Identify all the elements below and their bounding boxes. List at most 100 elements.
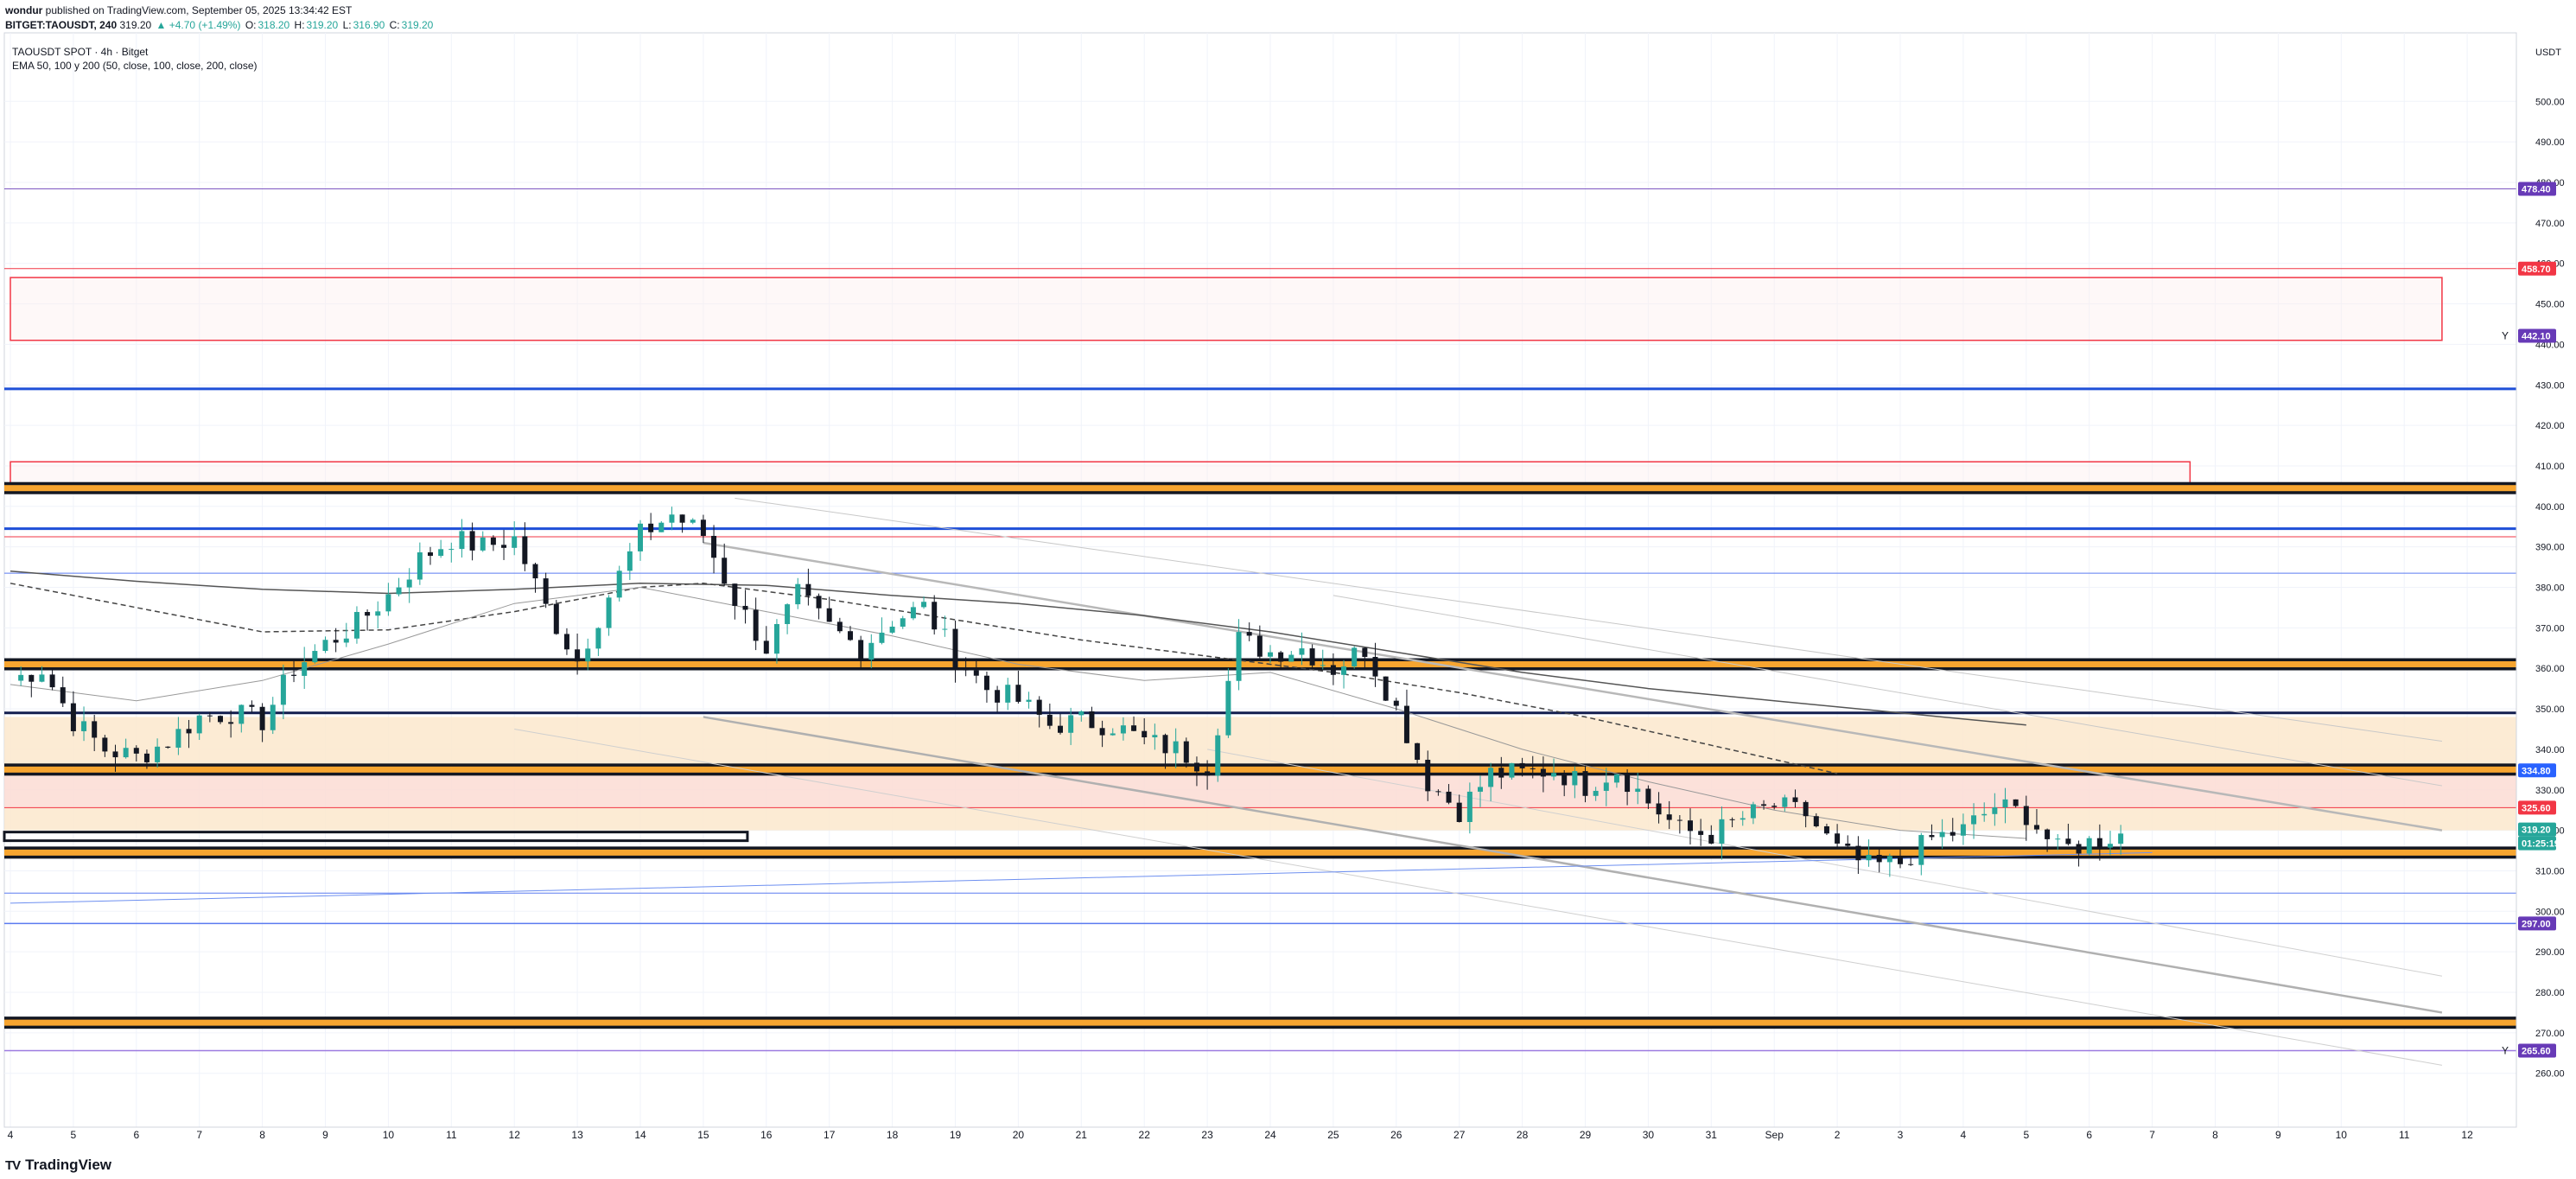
- price-tick-label: 360.00: [2535, 664, 2565, 674]
- time-tick-label: 5: [2023, 1129, 2029, 1141]
- candle-body: [585, 648, 591, 662]
- time-tick-label: 12: [509, 1129, 521, 1141]
- candle-body: [785, 604, 791, 624]
- candle-body: [995, 690, 1001, 703]
- candle-body: [2086, 838, 2092, 854]
- time-tick-label: 4: [8, 1129, 14, 1141]
- time-axis[interactable]: 4 5 6 7 8 9 10 11 12 13 14 15 16 17 18 19 20 21 22 23 24 25 26…: [4, 1126, 2516, 1141]
- candle-body: [1205, 771, 1211, 776]
- trendline: [1333, 595, 2443, 787]
- candle-body: [1403, 705, 1409, 743]
- publisher-name[interactable]: wondur: [5, 4, 43, 16]
- shaded-zone: [4, 774, 2516, 808]
- price-tick-label: 290.00: [2535, 947, 2565, 958]
- candle-body: [343, 638, 349, 643]
- candle-body: [1929, 835, 1935, 838]
- candle-body: [1803, 801, 1809, 817]
- candle-body: [732, 583, 738, 606]
- time-tick-label: 7: [2149, 1129, 2155, 1141]
- candle-body: [459, 531, 465, 550]
- time-tick-label: 21: [1076, 1129, 1088, 1141]
- time-tick-label: 2: [1835, 1129, 1841, 1141]
- candle-body: [322, 640, 328, 652]
- candle-body: [102, 737, 108, 752]
- time-tick-label: Sep: [1765, 1129, 1784, 1141]
- candle-body: [1835, 833, 1841, 844]
- candle-body: [1256, 635, 1263, 657]
- candle-body: [512, 536, 518, 548]
- candle-body: [1625, 774, 1631, 793]
- candle-body: [1488, 768, 1494, 787]
- candle-body: [1676, 819, 1682, 821]
- time-tick-label: 18: [887, 1129, 899, 1141]
- candle-body: [112, 751, 118, 758]
- candle-body: [1278, 652, 1284, 662]
- candle-body: [805, 583, 811, 596]
- candle-body: [1005, 685, 1011, 703]
- candle-body: [1908, 864, 1914, 865]
- candle-body: [1540, 768, 1546, 777]
- candle-body: [836, 621, 843, 632]
- time-tick-label: 27: [1453, 1129, 1466, 1141]
- time-tick-label: 23: [1201, 1129, 1213, 1141]
- candle-body: [291, 674, 297, 676]
- candle-body: [259, 706, 265, 730]
- footer-brand[interactable]: TV TradingView: [5, 1157, 111, 1174]
- price-tick-label: 300.00: [2535, 907, 2565, 917]
- candle-body: [1162, 735, 1168, 754]
- legend-title[interactable]: TAOUSDT SPOT · 4h · Bitget: [12, 46, 149, 58]
- candle-body: [658, 522, 665, 532]
- candle-body: [1352, 647, 1358, 667]
- candle-body: [1572, 771, 1578, 786]
- candle-body: [848, 631, 853, 640]
- time-tick-label: 17: [824, 1129, 836, 1141]
- candle-body: [1142, 730, 1148, 738]
- candle-body: [353, 612, 359, 639]
- candle-body: [280, 674, 286, 705]
- candle-body: [1026, 699, 1032, 702]
- candle-body: [1949, 832, 1956, 836]
- candle-body: [333, 640, 339, 643]
- candle-body: [1120, 725, 1126, 734]
- candle-body: [1246, 632, 1252, 636]
- candle-body: [553, 603, 559, 634]
- candle-body: [575, 649, 581, 662]
- candle-body: [1813, 816, 1819, 826]
- price-label-text: 442.10: [2522, 332, 2551, 342]
- candle-body: [1268, 652, 1273, 657]
- candle-body: [1478, 787, 1483, 792]
- candle-body: [963, 668, 969, 671]
- candle-body: [1845, 843, 1851, 846]
- orange-band: [4, 1019, 2516, 1026]
- candle-body: [1173, 741, 1179, 754]
- candle-body: [448, 549, 455, 551]
- legend-indicator[interactable]: EMA 50, 100 y 200 (50, close, 100, close…: [12, 60, 258, 72]
- price-tick-label: 500.00: [2535, 97, 2565, 107]
- candle-body: [1435, 791, 1441, 793]
- candle-body: [2065, 838, 2071, 844]
- candle-body: [879, 632, 885, 643]
- candle-body: [563, 634, 569, 650]
- candle-body: [921, 602, 927, 608]
- time-tick-label: 29: [1580, 1129, 1592, 1141]
- price-label-box: [2518, 822, 2556, 837]
- candle-body: [2023, 806, 2029, 825]
- time-tick-label: 24: [1264, 1129, 1276, 1141]
- candle-body: [1593, 790, 1599, 796]
- price-label-text: 334.80: [2522, 766, 2551, 776]
- price-label-box: [2518, 763, 2556, 778]
- candle-body: [1855, 845, 1861, 861]
- time-tick-label: 26: [1390, 1129, 1402, 1141]
- price-axis[interactable]: USDT 260.00 270.00 280.00 290.00 300.00 310.0…: [2502, 33, 2565, 1127]
- close-value: 319.20: [401, 19, 434, 31]
- candle-body: [1393, 700, 1399, 706]
- symbol-name: BITGET:TAOUSDT, 240: [5, 19, 118, 31]
- candle-body: [700, 519, 706, 536]
- candles[interactable]: [18, 507, 2124, 877]
- candle-body: [1761, 804, 1767, 806]
- candle-body: [239, 704, 245, 724]
- time-tick-label: 6: [133, 1129, 139, 1141]
- price-tick-label: 270.00: [2535, 1029, 2565, 1039]
- candle-body: [1971, 815, 1977, 825]
